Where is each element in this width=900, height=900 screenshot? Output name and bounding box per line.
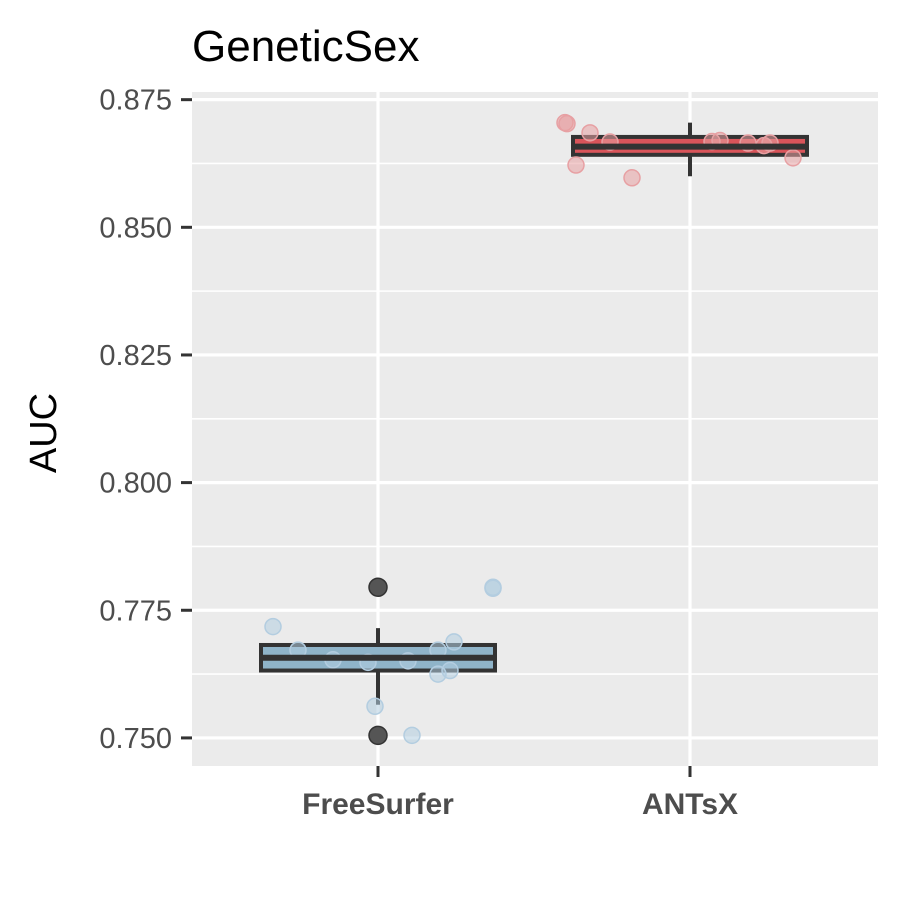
data-point xyxy=(567,156,585,174)
axes: 0.750 0.775 0.800 0.825 0.850 0.875 FreeSurfer… xyxy=(99,85,738,821)
boxes xyxy=(259,113,809,746)
y-tick-label: 0.850 xyxy=(99,212,172,244)
y-tick-label: 0.875 xyxy=(99,85,172,117)
data-point xyxy=(558,114,576,133)
outlier-point xyxy=(368,725,388,746)
data-point xyxy=(484,579,502,598)
data-point xyxy=(441,661,459,680)
outlier-point xyxy=(368,577,388,598)
x-tick-label: ANTsX xyxy=(642,788,738,821)
data-point xyxy=(445,633,463,651)
data-point xyxy=(784,149,802,167)
data-point xyxy=(581,124,599,142)
data-point xyxy=(403,726,421,745)
y-tick-label: 0.775 xyxy=(99,595,172,627)
data-point xyxy=(623,169,641,187)
grid-lines xyxy=(192,92,878,766)
data-point xyxy=(366,697,384,716)
y-tick-label: 0.825 xyxy=(99,340,172,372)
x-tick-label: FreeSurfer xyxy=(302,788,454,821)
chart-title: GeneticSex xyxy=(192,22,419,71)
y-tick-label: 0.750 xyxy=(99,723,172,755)
data-point xyxy=(264,617,282,636)
y-tick-label: 0.800 xyxy=(99,468,172,500)
y-axis-label: AUC xyxy=(23,393,65,473)
